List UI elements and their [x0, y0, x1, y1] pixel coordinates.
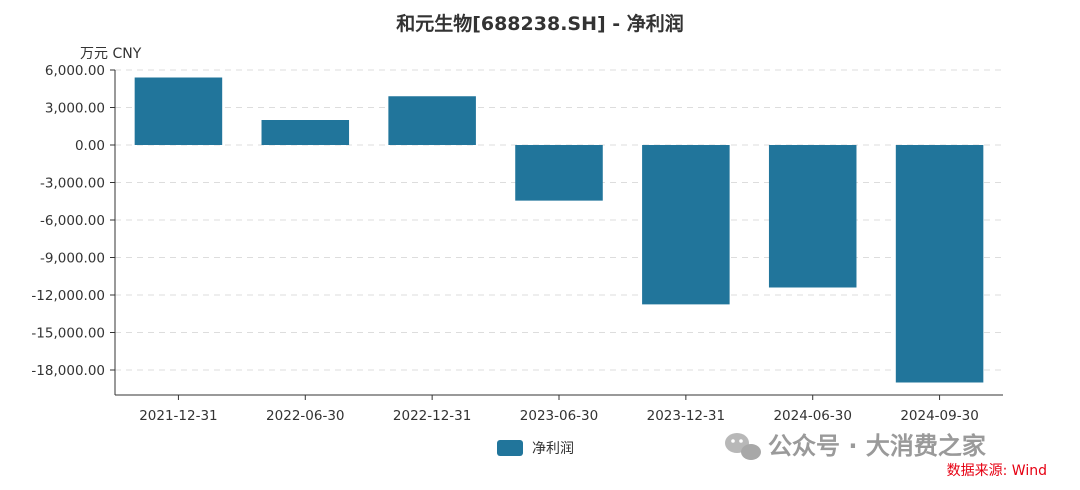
legend-swatch	[497, 440, 523, 456]
chart-title: 和元生物[688238.SH] - 净利润	[396, 12, 684, 35]
y-tick-label: 0.00	[75, 138, 105, 154]
bar-2024-06-30[interactable]	[768, 145, 857, 288]
y-tick-label: -12,000.00	[31, 288, 105, 304]
x-tick-label: 2022-12-31	[393, 408, 471, 424]
y-axis-ticks: 6,000.00 3,000.00 0.00 -3,000.00 -6,000.00 -9…	[31, 63, 115, 379]
x-tick-label: 2023-06-30	[520, 408, 598, 424]
x-tick-label: 2021-12-31	[139, 408, 217, 424]
bar-2021-12-31[interactable]	[134, 77, 223, 146]
data-source-note: 数据来源: Wind	[947, 463, 1047, 479]
axes	[114, 70, 1003, 396]
gridlines	[115, 69, 1003, 371]
y-tick-label: -15,000.00	[31, 326, 105, 342]
x-axis-ticks: 2021-12-31 2022-06-30 2022-12-31 2023-06-30…	[139, 395, 979, 424]
x-tick-label: 2023-12-31	[647, 408, 725, 424]
bar-2022-12-31[interactable]	[388, 96, 476, 145]
x-tick-label: 2022-06-30	[266, 408, 344, 424]
y-tick-label: -6,000.00	[40, 213, 105, 229]
bar-2024-09-30[interactable]	[895, 145, 984, 383]
legend-label: 净利润	[532, 441, 574, 457]
x-tick-label: 2024-06-30	[773, 408, 851, 424]
y-tick-label: 3,000.00	[45, 101, 105, 117]
wechat-icon	[725, 433, 761, 460]
y-axis-unit-label: 万元 CNY	[80, 46, 142, 62]
x-tick-label: 2024-09-30	[900, 408, 978, 424]
watermark-text: 公众号 · 大消费之家	[768, 432, 986, 460]
y-tick-label: 6,000.00	[45, 63, 105, 79]
y-tick-label: -3,000.00	[40, 176, 105, 192]
y-tick-label: -18,000.00	[31, 363, 105, 379]
legend[interactable]: 净利润	[497, 440, 574, 457]
bar-2023-06-30[interactable]	[515, 145, 603, 201]
bar-2022-06-30[interactable]	[261, 120, 350, 145]
y-tick-label: -9,000.00	[40, 251, 105, 267]
bar-2023-12-31[interactable]	[642, 145, 730, 305]
watermark: 公众号 · 大消费之家	[725, 432, 986, 460]
bar-series	[134, 77, 984, 383]
